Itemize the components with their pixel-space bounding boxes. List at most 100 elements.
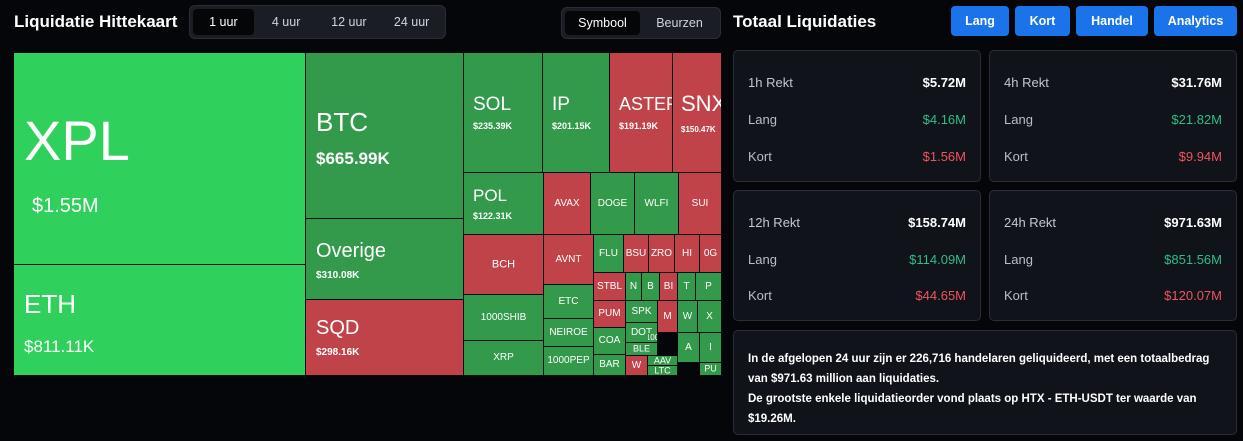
tile-doge[interactable]: DOGE <box>591 173 635 235</box>
tile-bch[interactable]: BCH <box>464 235 544 295</box>
analytics-button[interactable]: Analytics <box>1154 6 1237 36</box>
tile-spk[interactable]: SPK <box>626 301 658 323</box>
card-short-row: Kort $120.07M <box>1004 288 1222 303</box>
tile-symbol: Overige <box>316 240 387 262</box>
tile-m[interactable]: M <box>658 301 678 333</box>
long-label: Lang <box>1004 252 1033 267</box>
tile-symbol: WLFI <box>644 197 669 209</box>
tile-pol[interactable]: POL $122.31K <box>464 173 544 235</box>
tile-pu[interactable]: PU <box>700 363 722 376</box>
tile-aav[interactable]: AAV <box>648 356 678 366</box>
tile-eth[interactable]: ETH $811.11K <box>14 265 306 376</box>
tile-symbol: DOT <box>630 326 653 338</box>
tile-stbl[interactable]: STBL <box>594 273 626 301</box>
tile-symbol: BLE <box>632 343 651 354</box>
short-value: $120.07M <box>1164 288 1222 303</box>
tile-symbol: SQD <box>316 317 360 339</box>
rekt-card-1h: 1h Rekt $5.72M Lang $4.16M Kort $1.56M <box>733 50 981 182</box>
kort-button[interactable]: Kort <box>1015 6 1070 36</box>
tile-symbol: AVAX <box>554 197 580 209</box>
tile-symbol: NEIROE <box>549 326 588 338</box>
heatmap-title: Liquidatie Hittekaart <box>14 12 178 31</box>
tile-symbol: XRP <box>493 352 514 363</box>
tile-symbol: 100 <box>648 333 657 342</box>
tile-symbol: PUM <box>598 308 621 319</box>
tile-1000pep[interactable]: 1000PEP <box>544 347 594 376</box>
liquidation-summary: In de afgelopen 24 uur zijn er 226,716 h… <box>733 330 1237 435</box>
tile-value: $150.47K <box>681 125 716 134</box>
tile-symbol: LTC <box>654 366 671 375</box>
tile-value: $310.08K <box>316 270 360 281</box>
summary-line-largest-order: De grootste enkele liquidatieorder vond … <box>748 393 1197 425</box>
tile-1000shib[interactable]: 1000SHIB <box>464 295 544 341</box>
tile-100[interactable]: 100 <box>648 333 658 343</box>
tile-bi[interactable]: BI <box>660 273 678 301</box>
tile-w2[interactable]: W <box>626 356 648 376</box>
tile-b[interactable]: B <box>642 273 660 301</box>
tile-i[interactable]: I <box>700 333 722 363</box>
tile-symbol: SOL <box>473 94 512 115</box>
short-label: Kort <box>748 149 772 164</box>
tab-24-uur[interactable]: 24 uur <box>393 15 430 29</box>
tile-avnt[interactable]: AVNT <box>544 235 594 285</box>
tile-p[interactable]: P <box>696 273 722 301</box>
tile-symbol: 0G <box>703 247 718 259</box>
tile-ltc[interactable]: LTC <box>648 366 678 376</box>
tile-bsu[interactable]: BSU <box>624 235 649 273</box>
card-total-value: $31.76M <box>1171 75 1222 90</box>
tab-beurzen[interactable]: Beurzen <box>656 16 703 30</box>
tab-4-uur[interactable]: 4 uur <box>271 15 301 29</box>
card-header-row: 1h Rekt $5.72M <box>748 75 966 90</box>
tile-value: $235.39K <box>473 121 513 131</box>
tile-symbol: BSU <box>625 247 647 259</box>
card-long-row: Lang $21.82M <box>1004 112 1222 127</box>
tile-overige[interactable]: Overige $310.08K <box>306 219 464 300</box>
card-header-row: 12h Rekt $158.74M <box>748 215 966 230</box>
tile-ble[interactable]: BLE <box>626 343 658 356</box>
tile-value: $1.55M <box>32 195 99 217</box>
tile-symbol: X <box>706 310 713 322</box>
tile-sqd[interactable]: SQD $298.16K <box>306 300 464 376</box>
tile-zro[interactable]: ZRO <box>649 235 675 273</box>
tile-wlfi[interactable]: WLFI <box>635 173 679 235</box>
tile-btc[interactable]: BTC $665.99K <box>306 53 464 219</box>
tile-sol[interactable]: SOL $235.39K <box>464 53 543 173</box>
tile-symbol: BI <box>663 280 674 292</box>
tile-bar[interactable]: BAR <box>594 355 626 376</box>
card-period-label: 1h Rekt <box>748 75 793 90</box>
tile-symbol: B <box>647 280 654 292</box>
tile-0g[interactable]: 0G <box>700 235 722 273</box>
tile-aster[interactable]: ASTER $191.19K <box>610 53 673 173</box>
long-value: $851.56M <box>1164 252 1222 267</box>
tab-1-uur[interactable]: 1 uur <box>193 9 254 35</box>
tile-ip[interactable]: IP $201.15K <box>543 53 610 173</box>
tile-avax[interactable]: AVAX <box>544 173 591 235</box>
tab-12-uur[interactable]: 12 uur <box>331 15 367 29</box>
tile-snx[interactable]: SNX $150.47K <box>673 53 722 173</box>
tile-x[interactable]: X <box>698 301 722 333</box>
tile-t[interactable]: T <box>678 273 696 301</box>
tile-symbol: ASTER <box>619 94 672 114</box>
tile-etc[interactable]: ETC <box>544 285 594 319</box>
tile-w1[interactable]: W <box>678 301 698 333</box>
tile-xrp[interactable]: XRP <box>464 341 544 376</box>
tile-coa[interactable]: COA <box>594 328 626 355</box>
tab-symbool[interactable]: Symbool <box>565 11 640 35</box>
tile-flu[interactable]: FLU <box>594 235 624 273</box>
handel-button[interactable]: Handel <box>1076 6 1148 36</box>
tile-n[interactable]: N <box>626 273 642 301</box>
tile-neiroe[interactable]: NEIROE <box>544 319 594 347</box>
tile-hi[interactable]: HI <box>675 235 700 273</box>
tile-symbol: FLU <box>599 247 618 259</box>
short-value: $1.56M <box>922 149 966 164</box>
tile-xpl[interactable]: XPL $1.55M <box>14 53 306 265</box>
tile-symbol: IP <box>552 94 570 115</box>
short-label: Kort <box>748 288 772 303</box>
tile-symbol: M <box>663 310 672 322</box>
tile-sui[interactable]: SUI <box>679 173 722 235</box>
tile-pum[interactable]: PUM <box>594 301 626 328</box>
long-value: $21.82M <box>1171 112 1222 127</box>
lang-button[interactable]: Lang <box>951 6 1009 36</box>
tile-a[interactable]: A <box>678 333 700 363</box>
tile-symbol: BCH <box>491 258 516 270</box>
